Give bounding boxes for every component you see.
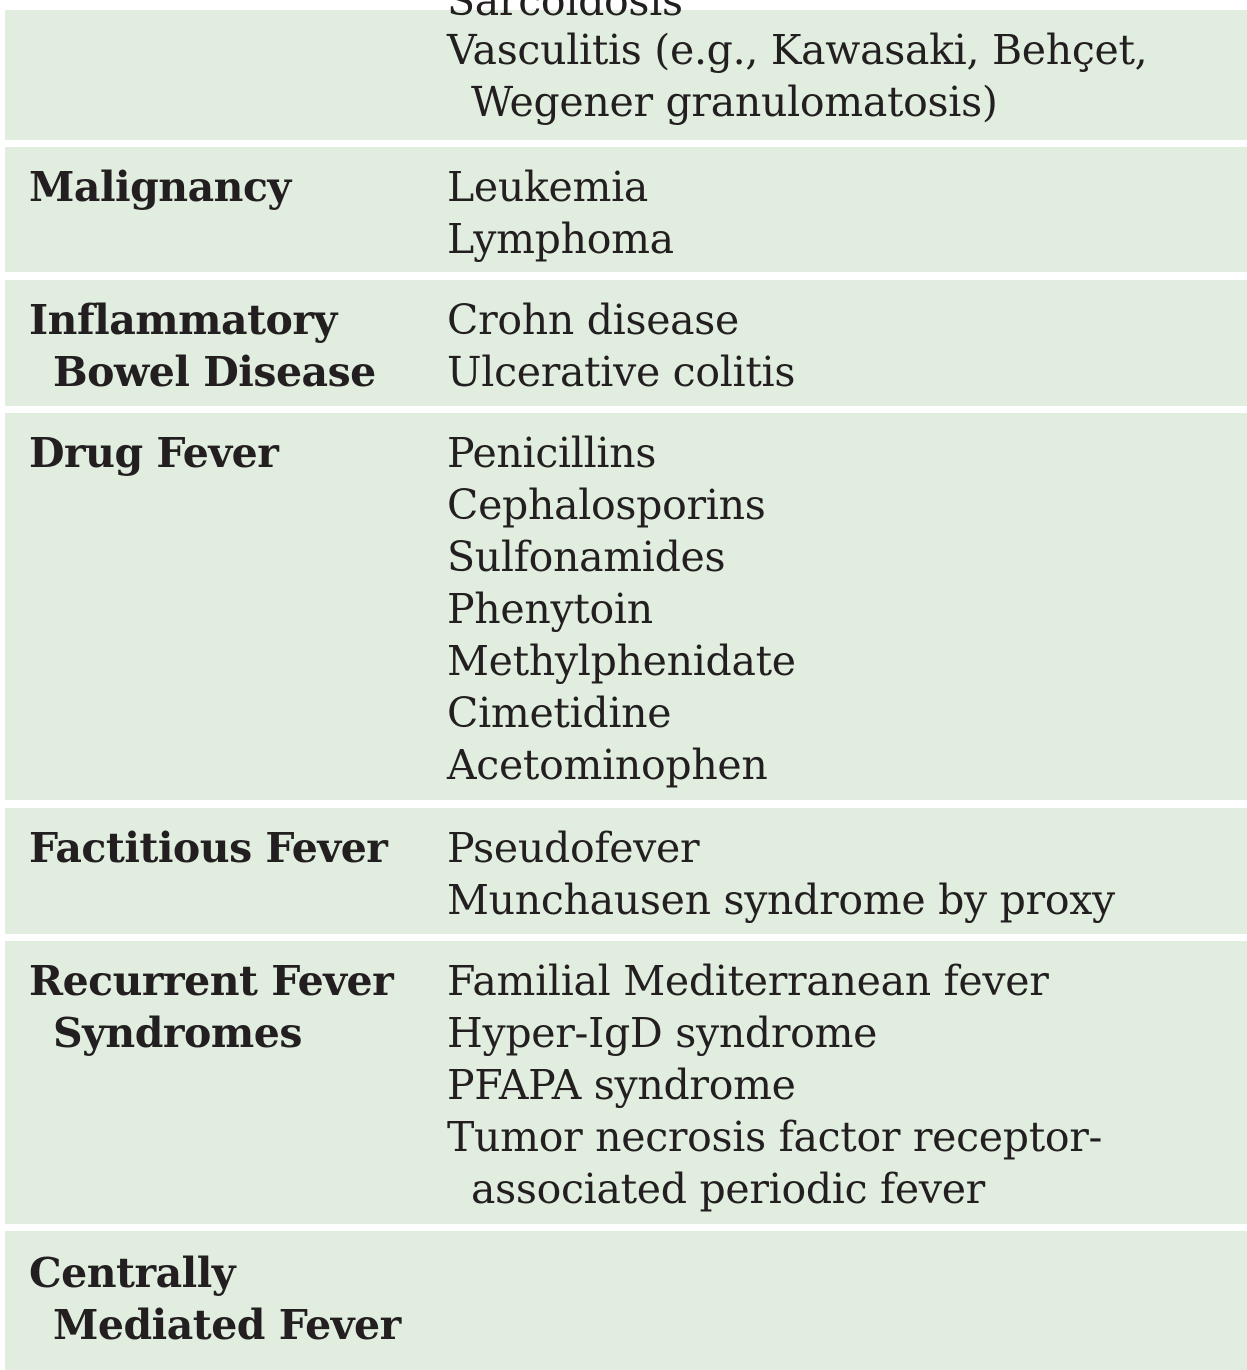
list-item: Pseudofever — [447, 824, 700, 872]
row-items: Penicillins Cephalosporins Sulfonamides … — [447, 427, 1247, 791]
list-item: Hyper-IgD syndrome — [447, 1009, 878, 1057]
category-label: Recurrent Fever — [29, 957, 394, 1005]
table-row: Malignancy Leukemia Lymphoma — [5, 147, 1247, 272]
list-item: Crohn disease — [447, 296, 740, 344]
list-item: Acetominophen — [447, 741, 768, 789]
row-items: Leukemia Lymphoma — [447, 161, 1247, 265]
list-item: Penicillins — [447, 429, 657, 477]
category-label: Drug Fever — [29, 429, 279, 477]
list-item: Ulcerative colitis — [447, 348, 796, 396]
table-row: Inflammatory Bowel Disease Crohn disease… — [5, 280, 1247, 406]
list-item: Wegener granulomatosis) — [471, 78, 998, 126]
list-item: Methylphenidate — [447, 637, 796, 685]
row-items: Familial Mediterranean fever Hyper-IgD s… — [447, 955, 1247, 1215]
list-item: Vasculitis (e.g., Kawasaki, Behçet, — [447, 26, 1148, 74]
table-row: Centrally Mediated Fever — [5, 1231, 1247, 1370]
category-label: Bowel Disease — [53, 348, 376, 396]
category-label: Mediated Fever — [53, 1301, 401, 1349]
list-item: Munchausen syndrome by proxy — [447, 876, 1115, 924]
row-category: Inflammatory Bowel Disease — [29, 294, 419, 398]
category-label: Inflammatory — [29, 296, 337, 344]
list-item: Cimetidine — [447, 689, 672, 737]
list-item: Tumor necrosis factor receptor- — [447, 1113, 1103, 1161]
category-label: Syndromes — [53, 1009, 302, 1057]
list-item: Cephalosporins — [447, 481, 766, 529]
row-items: Sarcoidosis Vasculitis (e.g., Kawasaki, … — [447, 0, 1247, 128]
list-item: Sulfonamides — [447, 533, 726, 581]
row-category: Factitious Fever — [29, 822, 419, 874]
category-label: Factitious Fever — [29, 824, 388, 872]
row-category: Malignancy — [29, 161, 419, 213]
row-category: Recurrent Fever Syndromes — [29, 955, 419, 1059]
category-label: Malignancy — [29, 163, 291, 211]
list-item: Familial Mediterranean fever — [447, 957, 1049, 1005]
list-item: Lymphoma — [447, 215, 674, 263]
list-item: Sarcoidosis — [447, 0, 683, 25]
table-row: Recurrent Fever Syndromes Familial Medit… — [5, 941, 1247, 1224]
table-row: Drug Fever Penicillins Cephalosporins Su… — [5, 413, 1247, 800]
row-items: Crohn disease Ulcerative colitis — [447, 294, 1247, 398]
row-category: Drug Fever — [29, 427, 419, 479]
list-item: Phenytoin — [447, 585, 653, 633]
category-label: Centrally — [29, 1249, 236, 1297]
list-item: PFAPA syndrome — [447, 1061, 796, 1109]
list-item: associated periodic fever — [471, 1165, 985, 1213]
row-category: Centrally Mediated Fever — [29, 1247, 419, 1351]
row-items: Pseudofever Munchausen syndrome by proxy — [447, 822, 1247, 926]
table-row: Sarcoidosis Vasculitis (e.g., Kawasaki, … — [5, 0, 1247, 140]
list-item: Leukemia — [447, 163, 649, 211]
table-row: Factitious Fever Pseudofever Munchausen … — [5, 808, 1247, 934]
